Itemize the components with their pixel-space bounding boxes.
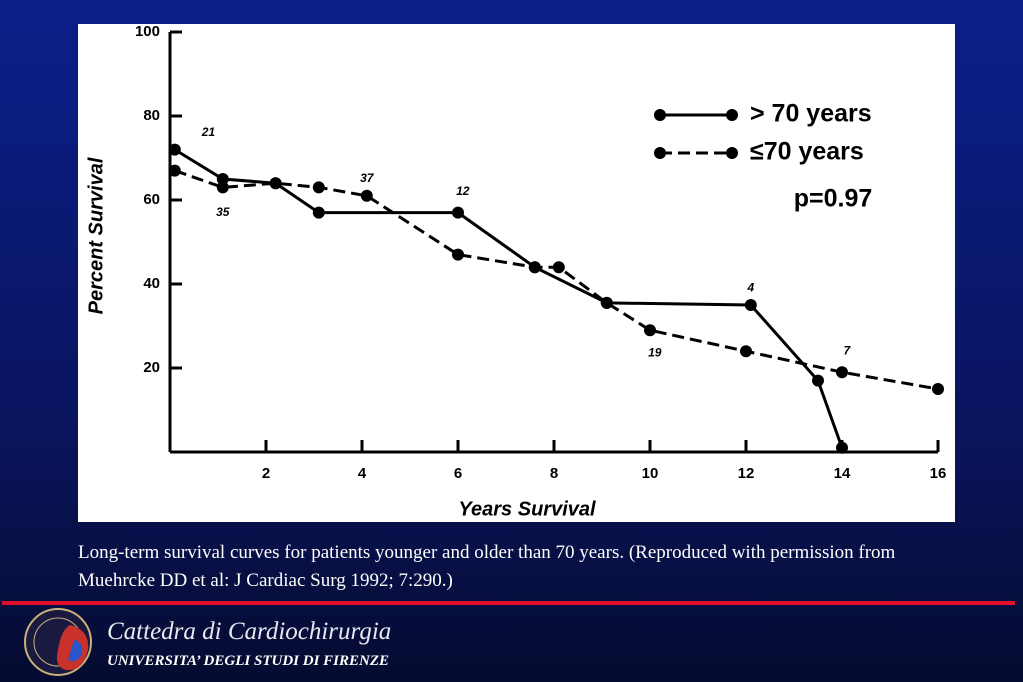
data-point	[744, 299, 757, 311]
x-tick-label: 8	[550, 465, 558, 482]
at-risk-label: 37	[360, 171, 375, 185]
data-point	[312, 181, 325, 194]
data-point	[600, 296, 613, 309]
footer-title: Cattedra di Cardiochirurgia	[107, 618, 392, 645]
data-point	[812, 374, 824, 387]
y-tick-label: 40	[143, 275, 160, 292]
at-risk-label: 12	[456, 184, 470, 198]
at-risk-label: 7	[843, 343, 851, 357]
data-point	[552, 261, 565, 274]
series-line	[174, 148, 844, 449]
data-point	[932, 383, 944, 395]
y-tick-label: 100	[135, 23, 160, 40]
legend-marker	[654, 109, 666, 121]
logo	[24, 608, 92, 676]
legend-marker	[654, 147, 666, 159]
y-tick-label: 20	[143, 359, 160, 376]
x-tick-label: 16	[930, 465, 947, 482]
x-tick-label: 6	[454, 465, 462, 482]
data-point	[216, 173, 229, 185]
legend-label: ≤70 years	[750, 138, 864, 166]
x-tick-label: 10	[642, 465, 659, 482]
at-risk-label: 4	[746, 280, 754, 294]
data-point	[644, 324, 656, 337]
data-point	[836, 366, 848, 379]
y-tick-label: 80	[143, 107, 160, 124]
x-axis-title: Years Survival	[458, 498, 596, 520]
legend-marker	[726, 109, 738, 121]
data-point	[836, 441, 848, 454]
data-point	[452, 248, 464, 261]
legend-marker	[726, 147, 738, 159]
at-risk-label: 35	[216, 205, 230, 219]
data-point	[168, 143, 181, 156]
data-point	[168, 164, 181, 177]
data-point	[360, 189, 373, 202]
caption: Long-term survival curves for patients y…	[78, 542, 896, 591]
at-risk-label: 21	[201, 125, 216, 139]
footer-subtitle: UNIVERSITA’ DEGLI STUDI DI FIRENZE	[107, 653, 390, 669]
x-tick-label: 2	[262, 465, 270, 482]
chart-background	[78, 24, 955, 522]
data-point	[269, 177, 282, 190]
data-point	[452, 206, 464, 219]
x-tick-label: 12	[738, 465, 755, 482]
y-tick-label: 60	[143, 191, 160, 208]
x-tick-label: 14	[834, 465, 851, 482]
y-axis-title: Percent Survival	[85, 157, 107, 314]
data-point	[312, 206, 325, 219]
at-risk-label: 19	[648, 345, 662, 359]
p-value: p=0.97	[794, 185, 873, 213]
data-point	[740, 345, 752, 358]
data-point	[528, 261, 541, 274]
x-tick-label: 4	[358, 465, 367, 482]
data-point	[216, 181, 229, 194]
legend-label: > 70 years	[750, 100, 872, 128]
